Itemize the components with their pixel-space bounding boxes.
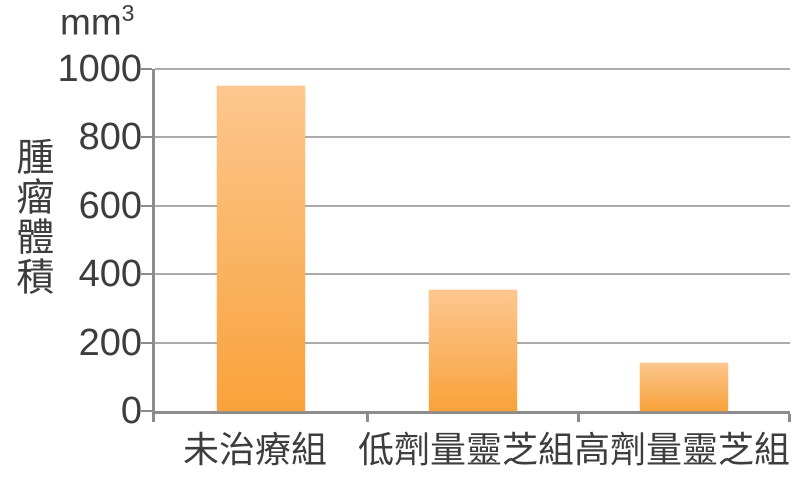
y-tick-200: 200	[78, 321, 142, 364]
category-column-low-dose	[367, 69, 579, 411]
y-tickmark-0	[141, 410, 152, 412]
y-axis-unit-label: mm3	[60, 0, 134, 45]
y-tickmark-1000	[141, 68, 152, 70]
y-tick-600: 600	[78, 184, 142, 227]
x-label-high-dose-ganoderma-group: 高劑量靈芝組	[573, 429, 790, 471]
y-tick-800: 800	[78, 116, 142, 159]
gridline-400	[155, 273, 790, 276]
y-tickmark-200	[141, 341, 152, 344]
y-tick-0: 0	[120, 390, 142, 432]
x-label-untreated-group: 未治療組	[182, 429, 327, 471]
category-column-high-dose	[578, 69, 790, 411]
x-axis-labels: 未治療組 低劑量靈芝組 高劑量靈芝組	[152, 421, 790, 479]
gridline-800	[155, 136, 790, 139]
x-label-low-dose-ganoderma-group: 低劑量靈芝組	[357, 429, 574, 471]
y-tick-1000: 1000	[57, 48, 142, 90]
bar-high-dose-ganoderma-group	[640, 363, 729, 411]
bar-series	[155, 69, 790, 411]
y-tick-400: 400	[78, 253, 142, 296]
gridline-1000	[155, 68, 790, 70]
y-tickmark-800	[141, 136, 152, 139]
y-axis-title: 腫瘤體積	[9, 137, 52, 297]
x-tickmark-boundary-2	[577, 414, 581, 422]
x-tickmark-left	[152, 414, 155, 422]
x-tickmark-right	[788, 414, 791, 422]
x-tickmark-boundary-1	[365, 414, 369, 422]
plot-area	[141, 68, 791, 422]
unit-base: mm	[60, 1, 122, 43]
bar-untreated-group	[216, 86, 305, 411]
bar-low-dose-ganoderma-group	[428, 289, 517, 411]
y-tickmark-400	[141, 273, 152, 276]
category-column-untreated	[155, 69, 367, 411]
gridline-600	[155, 204, 790, 207]
y-tickmark-600	[141, 204, 152, 207]
unit-exponent: 3	[121, 0, 135, 26]
y-axis-tick-labels: 1000 800 600 400 200 0	[0, 50, 142, 430]
